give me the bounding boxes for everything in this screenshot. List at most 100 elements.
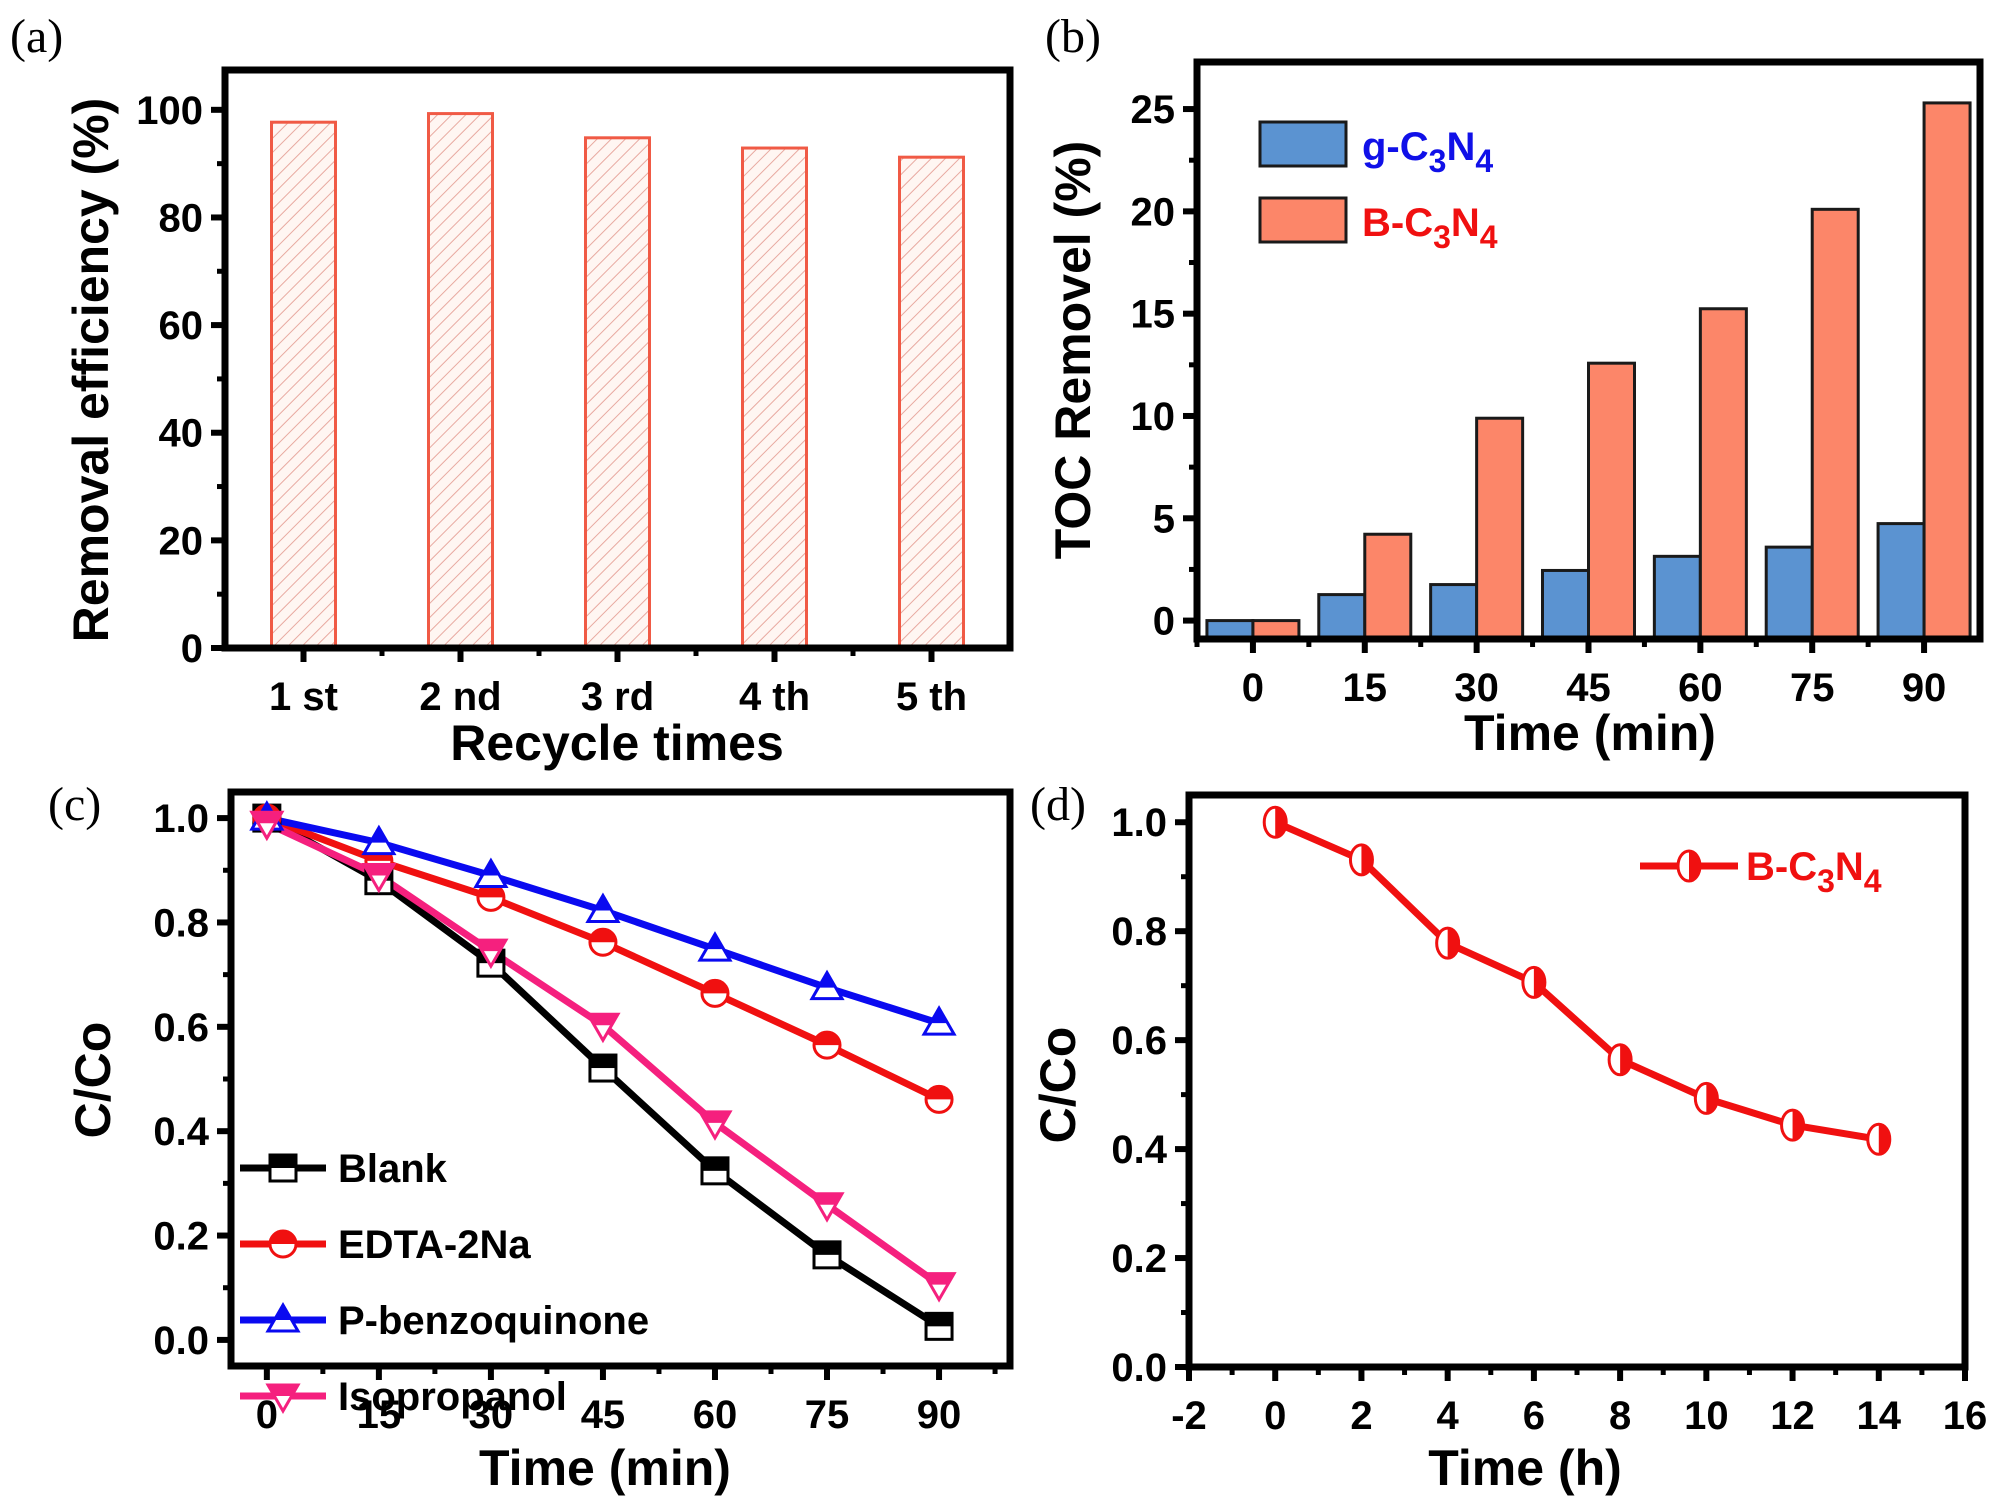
marker-half-fill	[924, 1273, 955, 1285]
axes: 0 15 30 45 60 75 90 0.0 0.2 0.4 0.6 0.8 1.0	[153, 788, 1014, 1437]
data-point	[1435, 926, 1461, 960]
bar	[898, 155, 965, 650]
data-point	[1780, 1108, 1806, 1142]
series-line-b-c3n4	[1273, 819, 1880, 1143]
y-tick-label: 10	[1131, 395, 1176, 439]
y-tick-label: 0.4	[1111, 1128, 1167, 1172]
x-tick-label: 75	[805, 1393, 850, 1437]
y-tick-label: 0.2	[153, 1215, 209, 1259]
data-point	[812, 1240, 842, 1270]
y-axis-title: Removal efficiency (%)	[63, 98, 119, 643]
data-point	[268, 1153, 298, 1183]
marker-half-fill	[819, 972, 835, 988]
bar-b-c3n4	[1810, 207, 1860, 641]
bar	[584, 136, 651, 650]
data-point	[1521, 965, 1547, 999]
y-axis-title: C/Co	[65, 1022, 121, 1139]
x-tick-label: 12	[1770, 1394, 1815, 1438]
legend-item: EDTA-2Na	[240, 1223, 531, 1267]
line-group	[249, 800, 957, 1341]
marker-half-fill	[589, 929, 616, 943]
marker-half-fill	[1878, 1124, 1890, 1155]
data-point	[1262, 805, 1288, 839]
marker-half-fill	[595, 895, 611, 911]
x-tick-label: 30	[469, 1393, 514, 1437]
marker-half-fill	[1447, 928, 1459, 959]
axes: 1 st 2 nd 3 rd 4 th 5 th 0 20 40 60 80 100	[136, 66, 1014, 719]
data-point	[476, 882, 506, 912]
legend-swatch-g-c3n4	[1258, 120, 1348, 168]
marker-half-fill	[483, 860, 499, 876]
x-tick-label: 0	[1264, 1394, 1286, 1438]
y-tick-label: 80	[159, 196, 204, 240]
x-tick-label: 0	[256, 1393, 278, 1437]
bar-g-c3n4	[1876, 522, 1926, 641]
legend-label: P-benzoquinone	[338, 1299, 649, 1343]
data-point	[585, 1012, 621, 1044]
data-point	[809, 969, 845, 1001]
y-tick-label: 0.4	[153, 1110, 209, 1154]
x-tick-label: 75	[1790, 666, 1835, 710]
data-point	[700, 1156, 730, 1186]
marker-half-fill	[1792, 1110, 1804, 1141]
line-group	[1262, 805, 1892, 1156]
x-tick-label: 4	[1437, 1394, 1460, 1438]
legend-item: P-benzoquinone	[240, 1299, 649, 1343]
panel-label-d: (d)	[1030, 778, 1086, 831]
marker-half-fill	[1689, 851, 1700, 881]
data-point	[585, 892, 621, 923]
data-point	[361, 824, 397, 856]
y-tick-label: 5	[1153, 497, 1175, 541]
marker-half-fill	[701, 1157, 728, 1171]
y-tick-label: 0.8	[1111, 910, 1167, 954]
data-point	[924, 1311, 954, 1341]
data-point	[809, 1192, 845, 1223]
marker-half-fill	[926, 1313, 953, 1327]
bar-g-c3n4	[1541, 568, 1590, 641]
y-tick-label: 20	[159, 519, 204, 563]
legend-label-b-c3n4: B-C3N4	[1362, 201, 1498, 255]
x-tick-label: 90	[1902, 666, 1947, 710]
legend-swatch-b-c3n4	[1258, 196, 1348, 244]
bar-g-c3n4	[1317, 593, 1367, 641]
marker-half-fill	[699, 1111, 730, 1123]
x-tick-label: 45	[581, 1393, 626, 1437]
x-tick-label: 8	[1609, 1394, 1631, 1438]
y-axis-title: C/Co	[1030, 1027, 1086, 1144]
marker-half-fill	[1361, 844, 1373, 875]
marker-half-fill	[707, 934, 723, 950]
legend: g-C3N4 B-C3N4	[1258, 120, 1498, 255]
legend-label-g-c3n4: g-C3N4	[1362, 125, 1493, 179]
marker-half-fill	[251, 812, 282, 824]
panel-label-c: (c)	[48, 778, 101, 831]
marker-half-fill	[814, 1241, 841, 1255]
data-point	[1607, 1043, 1633, 1077]
x-tick-label: 10	[1684, 1394, 1729, 1438]
legend-label: EDTA-2Na	[338, 1223, 531, 1267]
x-tick-label: 30	[1454, 666, 1499, 710]
marker-half-fill	[363, 864, 394, 876]
x-tick-label: 3 rd	[581, 675, 654, 719]
legend-item: Isopropanol	[240, 1375, 567, 1419]
marker-half-fill	[812, 1193, 843, 1205]
x-tick-label: 4 th	[739, 675, 810, 719]
legend-label-b-c3n4: B-C3N4	[1746, 845, 1882, 899]
marker-half-fill	[926, 1086, 953, 1100]
y-tick-label: 0.8	[153, 901, 209, 945]
data-point	[1348, 843, 1374, 877]
x-tick-label: 15	[357, 1393, 402, 1437]
bar	[427, 112, 494, 650]
panel-c: (c) 0 15 30 45 60 75 90 0.0 0.2 0.4 0.6 0.8 1.0 Blan…	[48, 778, 1014, 1496]
bar	[270, 120, 337, 650]
x-axis-title: Time (min)	[479, 1440, 731, 1496]
data-point	[265, 1383, 301, 1415]
marker-half-fill	[268, 1385, 298, 1396]
data-point	[924, 1084, 954, 1114]
data-point	[921, 1005, 957, 1036]
y-tick-label: 0.6	[153, 1006, 209, 1050]
y-axis-title: TOC Removel (%)	[1045, 141, 1101, 560]
axes: -2 0 2 4 6 8 10 12 14 16 0.0 0.2 0.4 0.6 0.8 1.0	[1111, 791, 1987, 1438]
x-tick-label: 60	[1678, 666, 1723, 710]
data-point	[697, 931, 733, 962]
